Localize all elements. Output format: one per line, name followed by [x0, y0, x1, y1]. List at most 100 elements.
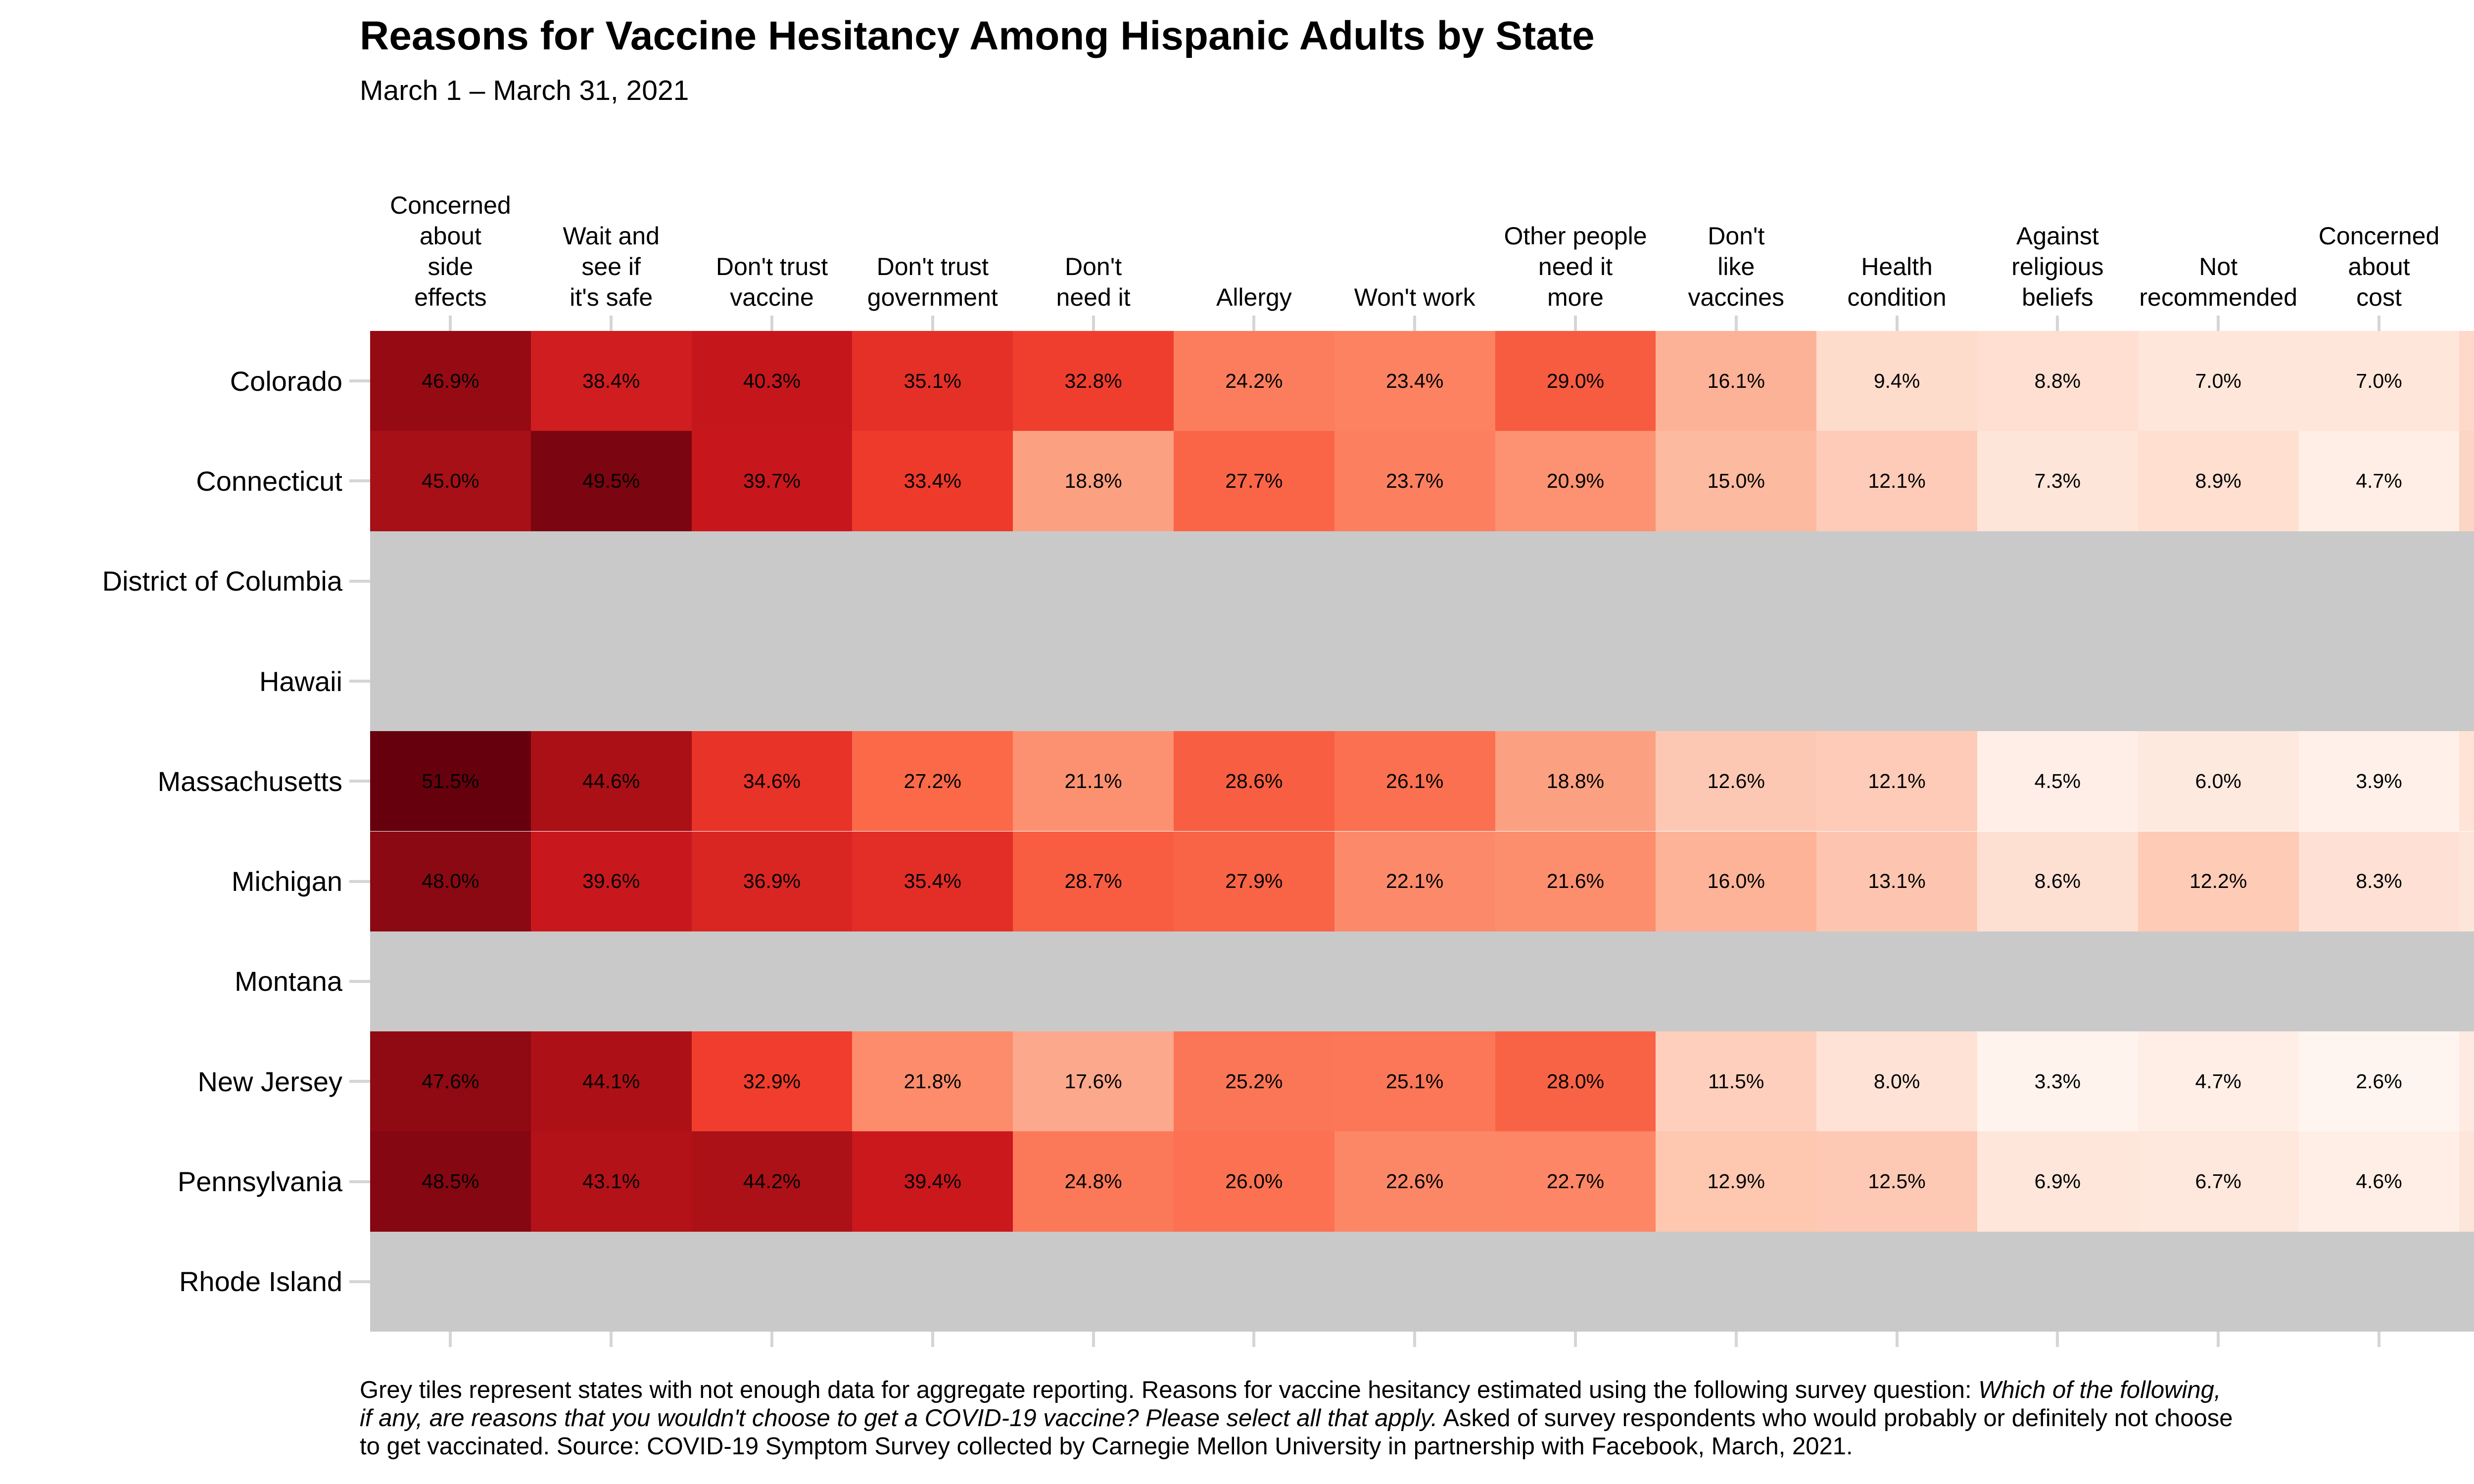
cell-value: 16.1%: [1707, 369, 1765, 392]
heatmap-row: 51.5% 44.6% 34.6% 27.2% 21.1% 28.6% 26.1% 18.8%…: [370, 731, 2474, 832]
axis-tick: [349, 1280, 370, 1283]
heatmap-cell: 39.6%: [530, 831, 692, 931]
axis-tick: [349, 579, 370, 583]
cell-value: 28.0%: [1546, 1069, 1605, 1093]
column-header: Don't need it: [1056, 253, 1131, 311]
heatmap-cell: 39.7%: [691, 431, 853, 531]
cell-value: 25.2%: [1225, 1069, 1283, 1093]
missing-data-row: [370, 1231, 2474, 1332]
heatmap-cell: 2.6%: [2298, 1031, 2460, 1132]
heatmap-cell: 26.1%: [1334, 731, 1495, 832]
column-header: Against religious beliefs: [2011, 222, 2104, 311]
cell-value: 27.2%: [904, 769, 961, 792]
cell-value: 12.5%: [1868, 1170, 1926, 1193]
footer-survey-question: if any, are reasons that you wouldn't ch…: [360, 1405, 1438, 1432]
missing-data-row: [370, 531, 2474, 631]
heatmap-cell: 9.4%: [1816, 331, 1977, 431]
heatmap-cell: 26.0%: [1173, 1131, 1334, 1232]
heatmap-cell: 51.5%: [370, 731, 531, 832]
column-header: Concerned about cost: [2318, 222, 2440, 311]
cell-value: 48.5%: [422, 1170, 479, 1193]
missing-data-row: [370, 631, 2474, 732]
heatmap-cell: 7.8%: [2459, 731, 2474, 832]
cell-value: 29.0%: [1546, 369, 1605, 392]
cell-value: 6.0%: [2195, 769, 2241, 792]
cell-value: 46.9%: [422, 369, 479, 392]
heatmap-row: 45.0% 49.5% 39.7% 33.4% 18.8% 27.7% 23.7% 20.9%…: [370, 431, 2474, 531]
cell-value: 21.1%: [1064, 769, 1122, 792]
cell-value: 44.1%: [582, 1069, 640, 1093]
heatmap-cell: 4.5%: [1977, 731, 2138, 832]
heatmap-cell: 28.6%: [1173, 731, 1334, 832]
axis-tick: [2217, 316, 2220, 331]
column-header: Health condition: [1847, 253, 1947, 311]
cell-value: 45.0%: [422, 469, 479, 492]
column-header: Won't work: [1354, 283, 1475, 311]
footer-source: to get vaccinated. Source: COVID-19 Symp…: [360, 1433, 1853, 1460]
row-label: Pennsylvania: [177, 1166, 342, 1198]
cell-value: 4.7%: [2195, 1069, 2241, 1093]
cell-value: 12.2%: [2189, 870, 2247, 893]
axis-tick: [931, 316, 934, 331]
heatmap-cell: 3.3%: [1977, 1031, 2138, 1132]
cell-value: 33.4%: [904, 469, 961, 492]
heatmap-row: 46.9% 38.4% 40.3% 35.1% 32.8% 24.2% 23.4% 29.0%…: [370, 331, 2474, 431]
heatmap-cell: 12.9%: [1656, 1131, 1817, 1232]
cell-value: 20.9%: [1546, 469, 1605, 492]
cell-value: 22.7%: [1546, 1170, 1605, 1193]
cell-value: 12.1%: [1868, 469, 1926, 492]
heatmap-cell: 18.8%: [1495, 731, 1656, 832]
footer-line-2: if any, are reasons that you wouldn't ch…: [360, 1404, 2233, 1433]
axis-tick: [1895, 1332, 1899, 1347]
cell-value: 39.4%: [904, 1170, 961, 1193]
column-header: Pregnancy: [2459, 139, 2474, 313]
column-header: Wait and see if it's safe: [563, 222, 660, 311]
cell-value: 3.3%: [2034, 1069, 2081, 1093]
missing-data-row: [370, 931, 2474, 1032]
heatmap-cell: 28.0%: [1495, 1031, 1656, 1132]
heatmap-cell: 8.6%: [1977, 831, 2138, 931]
column-header: Don't like vaccines: [1688, 222, 1785, 311]
heatmap-cell: 22.6%: [1334, 1131, 1495, 1232]
heatmap-cell: 43.1%: [530, 1131, 692, 1232]
axis-tick: [449, 316, 452, 331]
cell-value: 40.3%: [743, 369, 801, 392]
heatmap-cell: 39.4%: [852, 1131, 1013, 1232]
heatmap-cell: 7.3%: [2459, 1131, 2474, 1232]
cell-value: 8.8%: [2034, 369, 2081, 392]
heatmap-cell: 35.1%: [852, 331, 1013, 431]
axis-tick: [1092, 1332, 1095, 1347]
heatmap-cell: 48.5%: [370, 1131, 531, 1232]
cell-value: 25.1%: [1386, 1069, 1444, 1093]
heatmap-cell: 44.6%: [530, 731, 692, 832]
heatmap-row: [370, 531, 2474, 631]
cell-value: 7.3%: [2034, 469, 2081, 492]
heatmap-cell: 8.0%: [1816, 1031, 1977, 1132]
heatmap-cell: 20.9%: [1495, 431, 1656, 531]
axis-tick: [770, 316, 773, 331]
cell-value: 8.6%: [2034, 870, 2081, 893]
row-label: Colorado: [230, 365, 342, 397]
cell-value: 16.0%: [1707, 870, 1765, 893]
row-label: New Jersey: [197, 1066, 342, 1097]
heatmap-row: 47.6% 44.1% 32.9% 21.8% 17.6% 25.2% 25.1% 28.0%…: [370, 1031, 2474, 1132]
heatmap-cell: 4.7%: [2138, 1031, 2299, 1132]
heatmap-row: 48.5% 43.1% 44.2% 39.4% 24.8% 26.0% 22.6% 22.7%…: [370, 1131, 2474, 1232]
heatmap-cell: 8.9%: [2138, 431, 2299, 531]
heatmap-cell: 28.7%: [1013, 831, 1174, 931]
cell-value: 48.0%: [422, 870, 479, 893]
heatmap-cell: 16.1%: [1656, 331, 1817, 431]
axis-tick: [449, 1332, 452, 1347]
cell-value: 39.7%: [743, 469, 801, 492]
heatmap-cell: 40.3%: [691, 331, 853, 431]
axis-tick: [2056, 316, 2059, 331]
heatmap-cell: 32.9%: [691, 1031, 853, 1132]
heatmap-cell: 3.9%: [2298, 731, 2460, 832]
axis-tick: [2056, 1332, 2059, 1347]
heatmap-cell: 21.1%: [1013, 731, 1174, 832]
axis-tick: [1574, 1332, 1577, 1347]
cell-value: 4.6%: [2356, 1170, 2402, 1193]
axis-tick: [610, 1332, 613, 1347]
heatmap-cell: 13.1%: [1816, 831, 1977, 931]
cell-value: 26.1%: [1386, 769, 1444, 792]
